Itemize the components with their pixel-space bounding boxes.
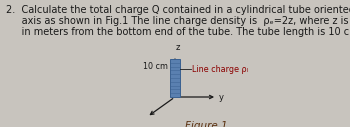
Bar (170, 59, 180, 97)
Text: 10 cm: 10 cm (143, 62, 168, 71)
Text: axis as shown in Fig.1 The line charge density is  ρₑ=2z, where z is the distanc: axis as shown in Fig.1 The line charge d… (6, 16, 350, 26)
Text: 2.  Calculate the total charge Q contained in a cylindrical tube oriented along : 2. Calculate the total charge Q containe… (6, 5, 350, 15)
Text: z: z (176, 43, 180, 52)
Text: Figure 1: Figure 1 (185, 121, 228, 127)
Text: in meters from the bottom end of the tube. The tube length is 10 cm.?: in meters from the bottom end of the tub… (6, 27, 350, 37)
Text: Line charge ρₗ: Line charge ρₗ (192, 65, 248, 74)
Text: y: y (219, 93, 224, 102)
